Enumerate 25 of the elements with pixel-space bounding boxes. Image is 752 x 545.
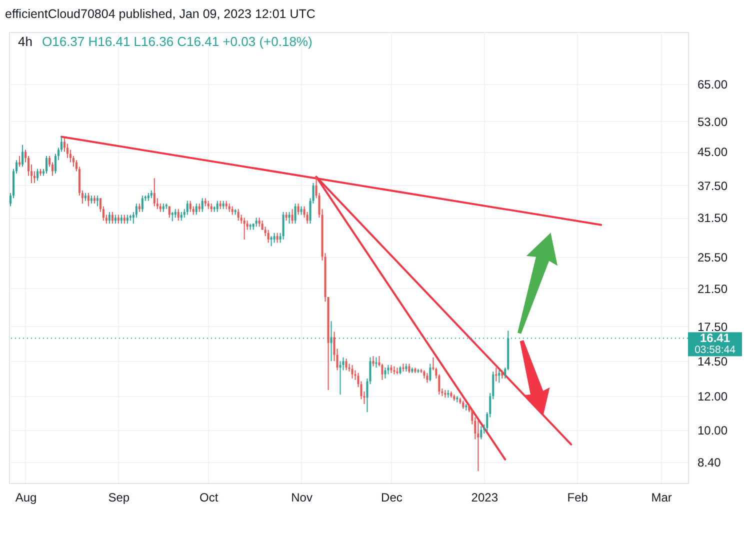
text: efficientCloud70804 published, Jan 09, 2023 12:01 UTC: [5, 7, 316, 21]
x-tick-label: Dec: [381, 490, 402, 504]
x-tick-label: Feb: [567, 490, 588, 504]
x-tick-label: Sep: [108, 490, 130, 504]
y-tick-label: 45.00: [698, 145, 728, 160]
y-tick-label: 8.40: [698, 456, 722, 470]
y-tick-label: 53.00: [698, 114, 728, 129]
y-tick-label: 37.50: [698, 178, 728, 193]
y-tick-label: 31.50: [698, 211, 728, 226]
ref-line-label: 16.41: [700, 331, 730, 346]
text: 03:58:44: [694, 344, 736, 356]
y-tick-label: 12.00: [698, 390, 728, 404]
x-tick-label: Nov: [291, 490, 312, 504]
x-tick-label: Mar: [651, 490, 672, 504]
y-tick-label: 17.50: [698, 320, 728, 334]
y-tick-label: 25.50: [698, 250, 728, 264]
x-tick-label: Oct: [200, 490, 219, 504]
chart-subtitle: O16.37 H16.41 L16.36 C16.41 +0.03 (+0.18%): [42, 34, 312, 49]
x-tick-label: 2023: [471, 490, 498, 504]
y-tick-label: 65.00: [698, 77, 728, 92]
y-tick-label: 14.50: [698, 354, 728, 369]
x-tick-label: Aug: [15, 490, 37, 504]
y-tick-label: 21.50: [698, 282, 728, 296]
chart-title: 4h: [18, 34, 32, 49]
y-tick-label: 10.00: [698, 423, 728, 438]
